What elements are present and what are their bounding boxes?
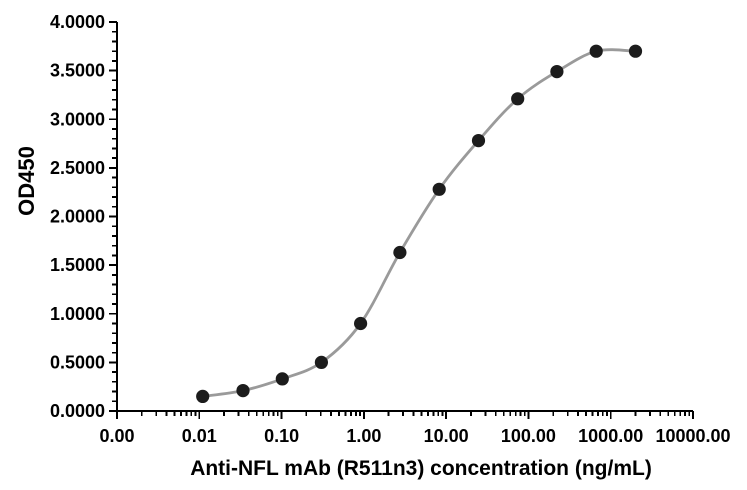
plot-area: 0.0000 0.5000 1.0000 1.5000 2.0000 2.5000 3.00… [50, 12, 731, 446]
y-tick-label: 3.0000 [50, 109, 105, 129]
data-point [589, 44, 603, 58]
data-point [196, 389, 210, 403]
x-tick-label: 100.00 [501, 426, 556, 446]
y-tick-label: 2.5000 [50, 158, 105, 178]
x-tick-label: 0.01 [182, 426, 217, 446]
data-point [354, 316, 368, 331]
y-axis-title: OD450 [14, 146, 39, 216]
y-tick-label: 1.0000 [50, 304, 105, 324]
data-point [511, 92, 525, 106]
y-tick-label: 4.0000 [50, 12, 105, 32]
y-tick-label: 1.5000 [50, 255, 105, 275]
data-point [275, 372, 289, 386]
data-point [471, 134, 486, 148]
data-point [550, 65, 564, 79]
x-axis-title: Anti-NFL mAb (R511n3) concentration (ng/… [190, 457, 652, 480]
x-tick-label: 1.00 [346, 426, 381, 446]
data-point [628, 44, 643, 58]
x-tick-label: 1000.00 [578, 426, 643, 446]
data-point [314, 355, 328, 369]
x-tick-label: 0.00 [99, 426, 134, 446]
data-point [432, 182, 446, 196]
y-tick-label: 0.0000 [50, 401, 105, 421]
data-point [236, 384, 250, 398]
x-tick-label: 0.10 [264, 426, 299, 446]
y-tick-label: 2.0000 [50, 207, 105, 227]
y-tick-label: 3.5000 [50, 61, 105, 81]
x-tick-label: 10.00 [424, 426, 469, 446]
data-point [393, 245, 407, 260]
y-tick-label: 0.5000 [50, 352, 105, 372]
x-tick-label: 10000.00 [655, 426, 730, 446]
